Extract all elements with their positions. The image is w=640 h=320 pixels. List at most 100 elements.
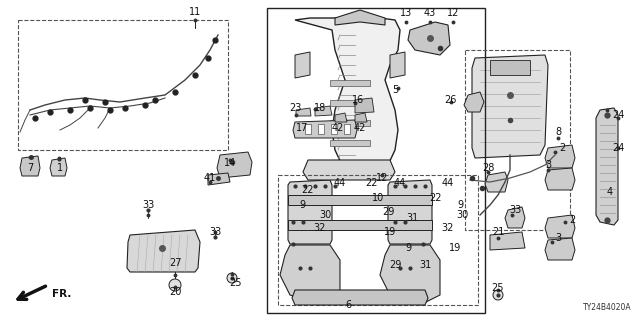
Polygon shape bbox=[330, 120, 370, 126]
Text: 9: 9 bbox=[457, 200, 463, 210]
Text: 3: 3 bbox=[545, 160, 551, 170]
Bar bbox=[331, 124, 337, 134]
Text: 30: 30 bbox=[456, 210, 468, 220]
Polygon shape bbox=[330, 80, 370, 86]
Text: 11: 11 bbox=[189, 7, 201, 17]
Polygon shape bbox=[380, 245, 440, 305]
Text: 44: 44 bbox=[394, 178, 406, 188]
Text: 8: 8 bbox=[555, 127, 561, 137]
Polygon shape bbox=[127, 230, 200, 272]
Polygon shape bbox=[388, 180, 432, 244]
Polygon shape bbox=[505, 207, 525, 228]
Polygon shape bbox=[303, 160, 395, 180]
Text: 23: 23 bbox=[289, 103, 301, 113]
Polygon shape bbox=[390, 52, 405, 78]
Text: 41: 41 bbox=[204, 173, 216, 183]
Text: 19: 19 bbox=[384, 227, 396, 237]
Text: 32: 32 bbox=[314, 223, 326, 233]
Circle shape bbox=[493, 290, 503, 300]
Text: 25: 25 bbox=[228, 278, 241, 288]
Polygon shape bbox=[472, 55, 548, 158]
Text: 9: 9 bbox=[299, 200, 305, 210]
Polygon shape bbox=[296, 108, 311, 116]
Polygon shape bbox=[295, 52, 310, 78]
Polygon shape bbox=[50, 158, 67, 176]
Bar bbox=[344, 124, 350, 134]
Text: 21: 21 bbox=[492, 227, 504, 237]
Polygon shape bbox=[288, 220, 432, 230]
Text: 4: 4 bbox=[607, 187, 613, 197]
Polygon shape bbox=[330, 100, 370, 106]
Bar bbox=[465, 50, 570, 230]
Polygon shape bbox=[208, 173, 230, 185]
Polygon shape bbox=[330, 140, 370, 146]
Polygon shape bbox=[545, 168, 575, 190]
Text: 29: 29 bbox=[389, 260, 401, 270]
Text: 7: 7 bbox=[27, 163, 33, 173]
Text: 10: 10 bbox=[372, 193, 384, 203]
Polygon shape bbox=[315, 106, 332, 116]
Text: 42: 42 bbox=[354, 123, 366, 133]
Text: 25: 25 bbox=[492, 283, 504, 293]
Text: 44: 44 bbox=[334, 178, 346, 188]
Text: 42: 42 bbox=[332, 123, 344, 133]
Text: 2: 2 bbox=[559, 143, 565, 153]
Polygon shape bbox=[485, 172, 508, 192]
Text: 28: 28 bbox=[482, 163, 494, 173]
Text: 12: 12 bbox=[447, 8, 459, 18]
Text: 24: 24 bbox=[612, 110, 624, 120]
Text: 43: 43 bbox=[424, 8, 436, 18]
Polygon shape bbox=[545, 238, 575, 260]
Polygon shape bbox=[293, 120, 357, 138]
Text: 30: 30 bbox=[319, 210, 331, 220]
Text: 32: 32 bbox=[442, 223, 454, 233]
Text: 31: 31 bbox=[419, 260, 431, 270]
Polygon shape bbox=[20, 156, 40, 176]
Polygon shape bbox=[335, 10, 385, 25]
Circle shape bbox=[227, 273, 237, 283]
Circle shape bbox=[169, 279, 181, 291]
Text: 16: 16 bbox=[352, 95, 364, 105]
Text: 29: 29 bbox=[382, 207, 394, 217]
Text: 5: 5 bbox=[392, 85, 398, 95]
Polygon shape bbox=[490, 60, 530, 75]
Polygon shape bbox=[335, 113, 347, 122]
Bar bbox=[267, 8, 485, 313]
Text: 19: 19 bbox=[449, 243, 461, 253]
Polygon shape bbox=[596, 108, 618, 225]
Polygon shape bbox=[288, 180, 332, 244]
Text: 14: 14 bbox=[224, 158, 236, 168]
Polygon shape bbox=[295, 18, 400, 175]
Bar bbox=[18, 20, 228, 150]
Text: 9: 9 bbox=[405, 243, 411, 253]
Text: 6: 6 bbox=[345, 300, 351, 310]
Polygon shape bbox=[464, 92, 484, 112]
Text: 31: 31 bbox=[406, 213, 418, 223]
Bar bbox=[278, 175, 478, 305]
Polygon shape bbox=[408, 22, 450, 55]
Text: 33: 33 bbox=[209, 227, 221, 237]
Text: 18: 18 bbox=[314, 103, 326, 113]
Polygon shape bbox=[355, 98, 374, 113]
Text: 22: 22 bbox=[301, 185, 314, 195]
Text: 13: 13 bbox=[400, 8, 412, 18]
Polygon shape bbox=[545, 145, 575, 168]
Text: 33: 33 bbox=[142, 200, 154, 210]
Text: 24: 24 bbox=[612, 143, 624, 153]
Text: TY24B4020A: TY24B4020A bbox=[584, 303, 632, 312]
Polygon shape bbox=[217, 152, 252, 178]
Text: 22: 22 bbox=[429, 193, 441, 203]
Polygon shape bbox=[355, 113, 367, 122]
Polygon shape bbox=[288, 195, 432, 205]
Text: 27: 27 bbox=[169, 258, 181, 268]
Text: 1: 1 bbox=[57, 163, 63, 173]
Text: 33: 33 bbox=[509, 205, 521, 215]
Text: 44: 44 bbox=[442, 178, 454, 188]
Bar bbox=[318, 124, 324, 134]
Text: 22: 22 bbox=[365, 178, 378, 188]
Polygon shape bbox=[545, 215, 575, 238]
Text: 3: 3 bbox=[555, 233, 561, 243]
Text: 12: 12 bbox=[376, 173, 388, 183]
Text: FR.: FR. bbox=[52, 289, 72, 299]
Text: 2: 2 bbox=[569, 215, 575, 225]
